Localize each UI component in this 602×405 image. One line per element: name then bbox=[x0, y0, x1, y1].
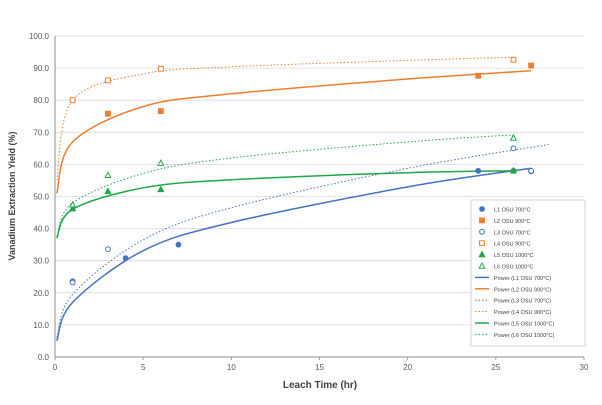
legend-marker bbox=[479, 217, 485, 224]
legend-label: Power (L6 OSU 1000°C) bbox=[494, 333, 554, 339]
x-axis-label: Leach Time (hr) bbox=[283, 380, 357, 391]
data-point-s4 bbox=[105, 77, 111, 84]
data-point-s3 bbox=[510, 145, 517, 152]
data-point-s5 bbox=[509, 166, 518, 174]
legend-marker bbox=[479, 206, 485, 212]
legend-label: L3 OSU 700°C bbox=[494, 230, 530, 236]
legend-box bbox=[470, 199, 586, 347]
data-point-s5 bbox=[104, 187, 112, 195]
data-point-s5 bbox=[68, 204, 77, 212]
y-tick-label: 80.0 bbox=[33, 96, 49, 105]
trendline-3 bbox=[56, 144, 549, 338]
y-tick-label: 20.0 bbox=[33, 289, 49, 298]
legend-label: L6 OSU 1000°C bbox=[494, 265, 534, 271]
x-tick-label: 15 bbox=[315, 363, 324, 372]
data-point-s2 bbox=[157, 108, 164, 115]
y-tick-label: 60.0 bbox=[33, 160, 49, 169]
legend-label: L5 OSU 1000°C bbox=[494, 253, 534, 259]
y-tick-label: 90.0 bbox=[33, 64, 49, 73]
y-tick-label: 40.0 bbox=[33, 225, 49, 234]
legend-label: Power (L4 OSU 900°C) bbox=[494, 310, 551, 316]
legend-marker bbox=[478, 261, 486, 269]
data-point-s3 bbox=[69, 279, 76, 286]
y-tick-label: 100.0 bbox=[29, 32, 50, 41]
data-point-s1 bbox=[122, 255, 129, 262]
legend-label: L4 OSU 900°C bbox=[494, 242, 530, 248]
data-point-s2 bbox=[475, 72, 482, 79]
trendline-1 bbox=[56, 167, 532, 342]
data-point-s3 bbox=[528, 167, 534, 174]
x-tick-labels: 0 5 10 15 20 25 30 bbox=[53, 357, 589, 372]
data-point-s6 bbox=[157, 159, 165, 166]
x-tick-label: 10 bbox=[227, 363, 236, 372]
legend-marker bbox=[479, 240, 485, 247]
x-tick-label: 0 bbox=[53, 363, 58, 372]
legend-marker bbox=[479, 228, 485, 235]
legend-label: Power (L5 OSU 1000°C) bbox=[494, 322, 554, 328]
legend: L1 OSU 700°C L2 OSU 900°C L3 OSU 700°C L4 O… bbox=[470, 199, 586, 347]
y-tick-label: 30.0 bbox=[33, 257, 49, 266]
legend-label: Power (L1 OSU 700°C) bbox=[494, 276, 551, 282]
data-points bbox=[68, 56, 535, 286]
y-tick-labels: 0.0 10.0 20.0 30.0 40.0 50.0 60.0 70.0 80.0 90.0 1… bbox=[29, 32, 50, 362]
data-point-s4 bbox=[69, 97, 76, 104]
trendlines bbox=[56, 56, 549, 342]
trendline-4 bbox=[56, 56, 514, 181]
y-tick-label: 10.0 bbox=[33, 321, 49, 330]
y-tick-label: 0.0 bbox=[38, 353, 50, 362]
y-axis-label: Vanadium Extraction Yield (%) bbox=[7, 131, 17, 260]
x-tick-label: 25 bbox=[491, 363, 500, 372]
data-point-s3 bbox=[105, 246, 111, 253]
legend-label: Power (L3 OSU 700°C) bbox=[494, 299, 551, 305]
data-point-s4 bbox=[157, 65, 164, 72]
legend-label: L2 OSU 900°C bbox=[494, 219, 530, 225]
data-point-s4 bbox=[510, 56, 517, 63]
data-point-s1 bbox=[175, 241, 182, 248]
trendline-2 bbox=[56, 69, 532, 194]
data-point-s6 bbox=[509, 134, 518, 141]
legend-label: Power (L2 OSU 900°C) bbox=[494, 287, 551, 293]
trendline-6 bbox=[56, 134, 514, 237]
y-tick-label: 50.0 bbox=[33, 193, 49, 202]
data-point-s1 bbox=[475, 167, 482, 174]
x-tick-label: 30 bbox=[580, 363, 589, 372]
x-tick-label: 5 bbox=[141, 363, 146, 372]
data-point-s6 bbox=[104, 171, 112, 179]
x-tick-label: 20 bbox=[403, 363, 412, 372]
data-point-s2 bbox=[528, 62, 535, 69]
data-point-s5 bbox=[157, 185, 165, 193]
legend-label: L1 OSU 700°C bbox=[494, 208, 530, 214]
data-point-s6 bbox=[68, 200, 77, 208]
y-tick-label: 70.0 bbox=[33, 128, 49, 137]
legend-marker bbox=[478, 250, 486, 258]
data-point-s2 bbox=[105, 110, 111, 117]
gridlines bbox=[55, 35, 584, 326]
